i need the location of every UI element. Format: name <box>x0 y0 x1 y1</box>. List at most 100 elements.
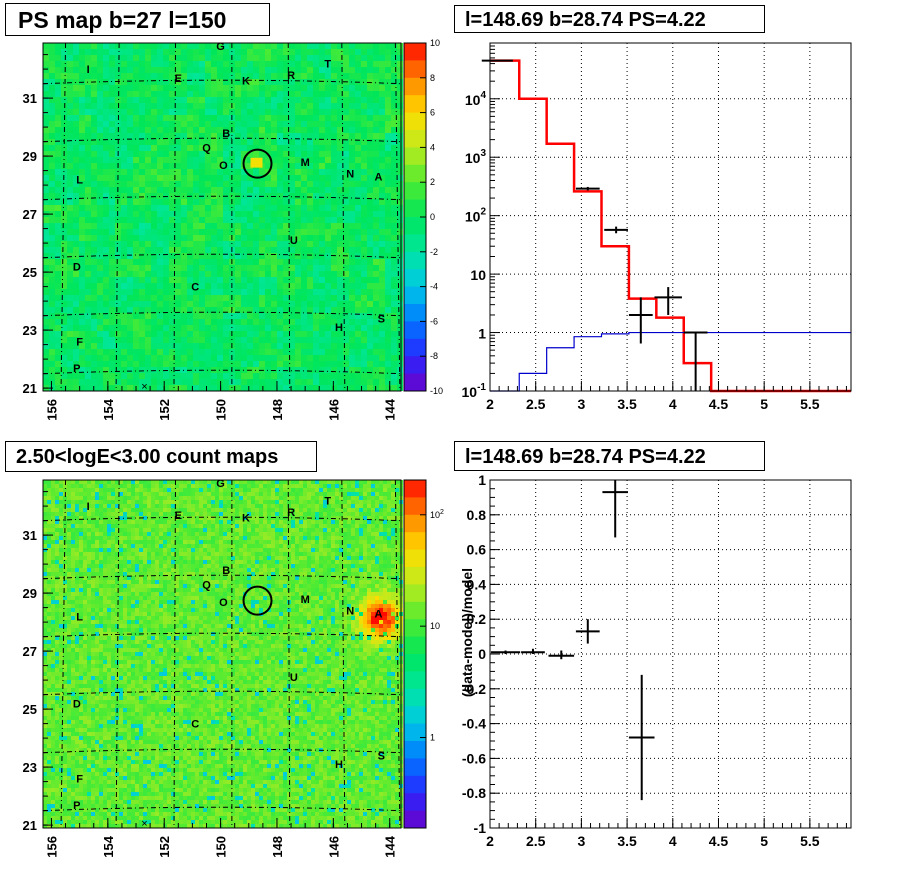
count-map-pixel <box>219 504 223 508</box>
count-map-pixel <box>139 508 143 512</box>
ps-map-pixel <box>67 349 73 355</box>
ps-map-colorbar-cell <box>404 60 426 78</box>
ps-map-pixel <box>169 43 175 49</box>
ps-map-pixel <box>355 61 361 67</box>
count-map-pixel <box>379 492 383 496</box>
ps-map-pixel <box>121 97 127 103</box>
ps-map-pixel <box>91 301 97 307</box>
count-map-pixel <box>71 480 75 484</box>
ps-map-pixel <box>373 85 379 91</box>
ps-map-pixel <box>157 265 163 271</box>
ps-map-pixel <box>379 145 385 151</box>
ps-map-pixel <box>241 199 247 205</box>
count-map-pixel <box>299 492 303 496</box>
ps-map-pixel <box>373 157 379 163</box>
ps-map-pixel <box>331 175 337 181</box>
count-map-pixel <box>283 488 287 492</box>
ps-map-pixel <box>331 277 337 283</box>
ps-map-pixel <box>43 175 49 181</box>
ps-map-pixel <box>373 349 379 355</box>
ps-map-pixel <box>289 193 295 199</box>
count-map-pixel <box>47 500 51 504</box>
ps-map-pixel <box>61 337 67 343</box>
ps-map-pixel <box>379 355 385 361</box>
count-map-pixel <box>159 508 163 512</box>
ps-map-pixel <box>253 271 259 277</box>
ps-map-pixel <box>391 175 397 181</box>
ps-map-pixel <box>343 133 349 139</box>
ps-map-pixel <box>163 85 169 91</box>
ps-map-pixel <box>55 253 61 259</box>
ps-map-pixel <box>49 67 55 73</box>
count-map-pixel <box>227 504 231 508</box>
ps-map-pixel <box>349 145 355 151</box>
ps-map-pixel <box>43 259 49 265</box>
count-map-pixel <box>283 520 287 524</box>
ps-map-pixel <box>55 139 61 145</box>
ps-map-pixel <box>97 127 103 133</box>
ps-map-pixel <box>145 373 151 379</box>
ps-map-pixel <box>343 127 349 133</box>
count-map-pixel <box>303 488 307 492</box>
ps-map-pixel <box>43 265 49 271</box>
ps-map-pixel <box>235 271 241 277</box>
ps-map-pixel <box>79 109 85 115</box>
ps-map-pixel <box>139 373 145 379</box>
count-map-pixel <box>311 496 315 500</box>
count-map-pixel <box>215 516 219 520</box>
count-map-pixel <box>283 492 287 496</box>
count-map-pixel <box>279 500 283 504</box>
ps-map-pixel <box>343 337 349 343</box>
ps-map-pixel <box>301 115 307 121</box>
ps-map-pixel <box>235 43 241 49</box>
ps-map-pixel <box>97 199 103 205</box>
ps-map-pixel <box>157 247 163 253</box>
count-map-pixel <box>259 488 263 492</box>
ps-map-pixel <box>169 151 175 157</box>
ps-map-pixel <box>157 73 163 79</box>
ps-map-pixel <box>151 193 157 199</box>
ps-map-pixel <box>277 367 283 373</box>
ps-map-pixel <box>55 193 61 199</box>
ps-map-pixel <box>223 115 229 121</box>
ps-map-pixel <box>373 343 379 349</box>
ps-map-pixel <box>361 235 367 241</box>
ps-map-pixel <box>385 169 391 175</box>
ps-map-pixel <box>367 139 373 145</box>
ps-map-pixel <box>187 373 193 379</box>
count-map-pixel <box>287 524 291 528</box>
ps-map-pixel <box>391 139 397 145</box>
ps-map-pixel <box>187 241 193 247</box>
ps-map-pixel <box>115 61 121 67</box>
ps-map-pixel <box>391 217 397 223</box>
ps-map-pixel <box>67 241 73 247</box>
ps-map-pixel <box>331 235 337 241</box>
ps-map-pixel <box>241 121 247 127</box>
ps-map-pixel <box>73 145 79 151</box>
ps-map-pixel <box>235 175 241 181</box>
ps-map-pixel <box>343 121 349 127</box>
count-map-pixel <box>99 508 103 512</box>
count-map-pixel <box>139 512 143 516</box>
ps-map-pixel <box>217 55 223 61</box>
ps-map-pixel <box>337 343 343 349</box>
ps-map-pixel <box>121 199 127 205</box>
ps-map-pixel <box>103 91 109 97</box>
ps-map-pixel <box>319 241 325 247</box>
count-map-pixel <box>283 524 287 528</box>
ps-map-pixel <box>199 127 205 133</box>
ps-map-pixel <box>49 337 55 343</box>
ps-map-pixel <box>349 91 355 97</box>
count-map-pixel <box>247 504 251 508</box>
ps-map-pixel <box>97 319 103 325</box>
ps-map-pixel <box>157 85 163 91</box>
ps-map-pixel <box>259 109 265 115</box>
ps-map-pixel <box>391 49 397 55</box>
spectrum-x-tick-label: 3.5 <box>617 396 637 412</box>
ps-map-pixel <box>307 253 313 259</box>
count-map-pixel <box>131 524 135 528</box>
ps-map-pixel <box>355 133 361 139</box>
ps-map-pixel <box>337 265 343 271</box>
ps-map-pixel <box>265 259 271 265</box>
